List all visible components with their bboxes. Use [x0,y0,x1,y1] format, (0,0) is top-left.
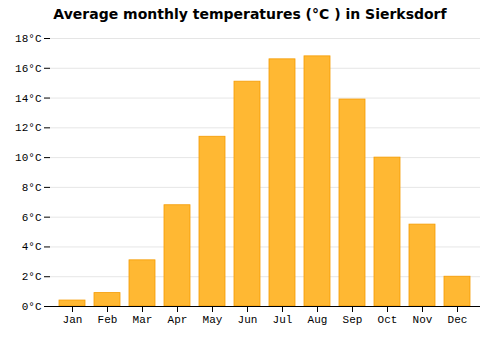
svg-text:Nov: Nov [413,314,433,326]
svg-text:Aug: Aug [308,314,328,326]
svg-text:Jun: Jun [238,314,258,326]
svg-text:Apr: Apr [168,314,188,326]
svg-text:Feb: Feb [98,314,118,326]
svg-text:Jan: Jan [63,314,83,326]
svg-text:6°C: 6°C [22,212,42,224]
html-text:Average monthly temperatures (: Average monthly temperatures (°C ) in Si… [53,6,447,22]
svg-text:14°C: 14°C [15,93,42,105]
svg-text:Mar: Mar [133,314,153,326]
svg-text:16°C: 16°C [15,63,42,75]
svg-text:Oct: Oct [378,314,398,326]
svg-text:18°C: 18°C [15,33,42,45]
svg-text:Sep: Sep [343,314,363,326]
svg-text:10°C: 10°C [15,152,42,164]
svg-text:0°C: 0°C [22,301,42,313]
svg-text:2°C: 2°C [22,271,42,283]
svg-text:Jul: Jul [273,314,293,326]
svg-text:12°C: 12°C [15,122,42,134]
svg-text:Dec: Dec [448,314,468,326]
svg-text:May: May [203,314,223,326]
svg-text:4°C: 4°C [22,241,42,253]
svg-text:8°C: 8°C [22,182,42,194]
